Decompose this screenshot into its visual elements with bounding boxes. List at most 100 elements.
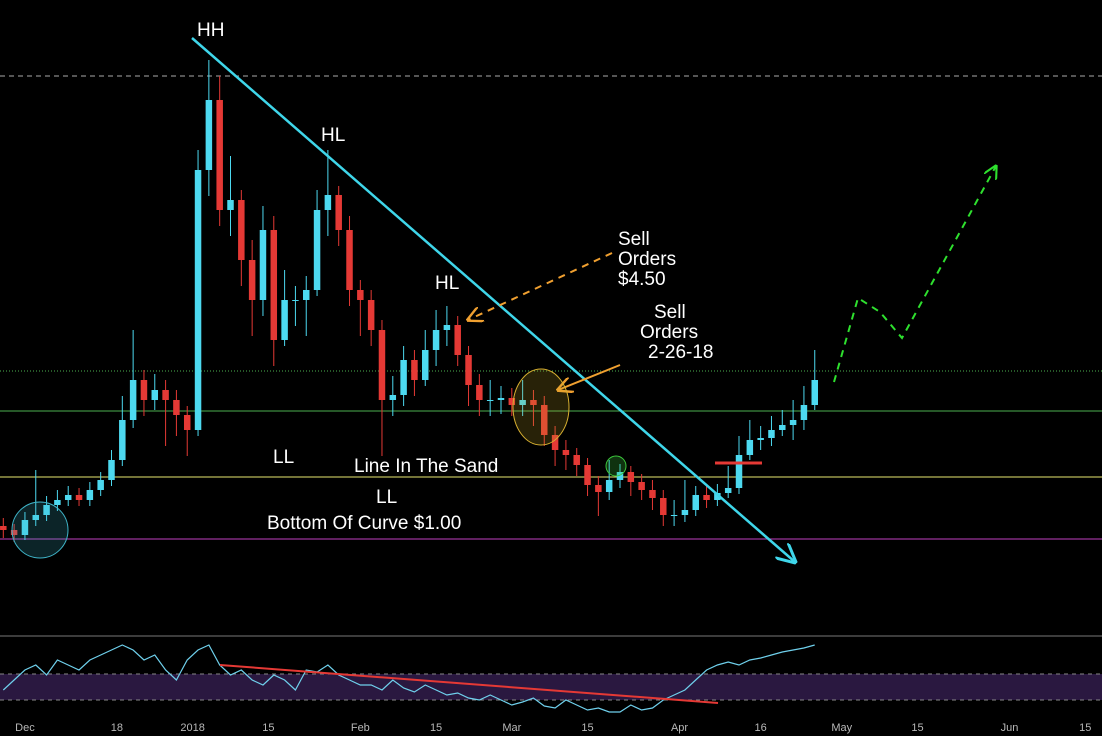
candle-body	[173, 400, 180, 415]
x-tick-label: 15	[262, 722, 274, 734]
highlight-circle	[11, 501, 69, 559]
candle-body	[400, 360, 407, 395]
candle-body	[692, 495, 699, 510]
candle-body	[551, 435, 559, 450]
candle-body	[714, 493, 721, 500]
candle-body	[562, 450, 570, 455]
annotation-arrow	[468, 252, 613, 320]
candle-body	[43, 505, 50, 515]
x-tick-label: Mar	[502, 722, 521, 734]
annotation: HL	[321, 125, 345, 146]
candle-body	[162, 390, 169, 400]
annotation: Sell	[618, 229, 650, 250]
candle-body	[605, 480, 613, 492]
annotation: HH	[197, 20, 224, 41]
candle-body	[660, 498, 667, 515]
annotation: Line In The Sand	[354, 456, 498, 477]
x-tick-label: Feb	[351, 722, 370, 734]
candle-body	[75, 495, 83, 500]
highlight-circle	[605, 455, 627, 477]
candle-body	[54, 500, 61, 505]
candle-body	[259, 230, 267, 300]
annotation: Orders	[618, 249, 676, 270]
x-tick-label: 2018	[180, 722, 204, 734]
candle-body	[627, 472, 635, 482]
annotation: Sell	[654, 302, 686, 323]
candle-body	[32, 515, 40, 520]
annotation: $4.50	[618, 269, 666, 290]
annotation: HL	[435, 273, 459, 294]
rsi-line	[2, 644, 815, 713]
candle-body	[140, 380, 148, 400]
candle-body	[432, 330, 440, 350]
candle-body	[0, 526, 7, 530]
candle-body	[21, 520, 29, 535]
candle-body	[281, 300, 288, 340]
marks	[0, 60, 818, 713]
candle-body	[216, 100, 223, 210]
candle-body	[64, 495, 72, 500]
candle-body	[367, 300, 375, 330]
candle-body	[335, 195, 342, 230]
candle-body	[443, 325, 451, 330]
x-tick-label: 15	[430, 722, 442, 734]
candle-body	[108, 460, 115, 480]
candle-body	[508, 398, 516, 405]
annotation: LL	[376, 487, 397, 508]
candle-body	[616, 472, 624, 480]
candle-body	[746, 440, 754, 455]
candle-body	[670, 515, 678, 516]
candle-body	[497, 398, 505, 400]
candle-body	[465, 355, 472, 385]
annotation: 2-26-18	[648, 342, 714, 363]
candle-body	[789, 420, 797, 425]
candle-body	[595, 485, 602, 492]
x-tick-label: 15	[1079, 722, 1091, 734]
candle-body	[541, 405, 548, 435]
candle-body	[129, 380, 137, 420]
candle-body	[411, 360, 418, 380]
x-tick-label: 16	[755, 722, 767, 734]
rsi-band	[0, 674, 1102, 700]
candle-body	[811, 380, 818, 405]
x-tick-label: 18	[111, 722, 123, 734]
candle-body	[681, 510, 689, 515]
candle-body	[302, 290, 310, 300]
candle-body	[476, 385, 483, 400]
candle-body	[292, 300, 299, 301]
candle-body	[638, 482, 645, 490]
annotation: LL	[273, 447, 294, 468]
highlight-ellipse	[512, 368, 570, 446]
x-tick-label: Jun	[1001, 722, 1019, 734]
candle-body	[238, 200, 245, 260]
x-tick-label: May	[831, 722, 852, 734]
candle-body	[584, 465, 591, 485]
candle-body	[183, 415, 191, 430]
candle-body	[768, 430, 775, 438]
annotation: Bottom Of Curve $1.00	[267, 513, 461, 534]
x-tick-label: 15	[581, 722, 593, 734]
candle-body	[357, 290, 364, 300]
candle-body	[649, 490, 656, 498]
candle-body	[389, 395, 397, 400]
candle-body	[757, 438, 764, 440]
candle-body	[486, 400, 494, 401]
candle-body	[519, 400, 526, 405]
candle-body	[151, 390, 159, 400]
x-tick-label: Dec	[15, 722, 35, 734]
x-tick-label: Apr	[671, 722, 688, 734]
candle-body	[703, 495, 710, 500]
candle-body	[735, 455, 743, 488]
candle-body	[800, 405, 808, 420]
candle-body	[454, 325, 461, 355]
candle-body	[422, 350, 429, 380]
candle-body	[346, 230, 353, 290]
annotation: Orders	[640, 322, 698, 343]
rsi-divergence	[219, 664, 719, 704]
candle-body	[97, 480, 104, 490]
candle-body	[10, 530, 18, 535]
candle-body	[378, 330, 386, 400]
